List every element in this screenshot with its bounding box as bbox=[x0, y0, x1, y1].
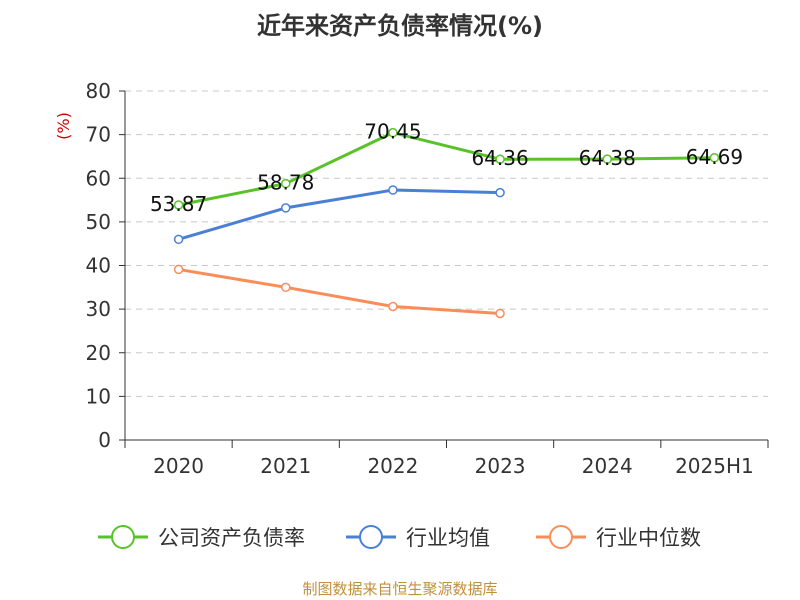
chart-title: 近年来资产负债率情况(%) bbox=[257, 12, 543, 40]
x-tick-label: 2023 bbox=[475, 454, 526, 478]
data-point bbox=[281, 178, 291, 189]
data-point bbox=[173, 234, 184, 245]
data-label: 53.87 bbox=[150, 192, 207, 216]
legend-label: 行业中位数 bbox=[596, 526, 701, 550]
data-point bbox=[173, 264, 184, 275]
data-point bbox=[602, 154, 612, 164]
data-point bbox=[173, 200, 184, 210]
data-point bbox=[495, 154, 505, 164]
x-tick-label: 2021 bbox=[260, 454, 311, 478]
y-tick-label: 50 bbox=[86, 210, 111, 234]
y-tick-label: 70 bbox=[86, 123, 111, 147]
y-axis-label: (%) bbox=[54, 112, 73, 140]
data-source-note: 制图数据来自恒生聚源数据库 bbox=[302, 580, 498, 598]
legend-label: 行业均值 bbox=[406, 526, 490, 550]
data-point bbox=[495, 187, 505, 198]
data-label: 70.45 bbox=[364, 120, 421, 144]
series-line-1 bbox=[178, 131, 715, 207]
data-point bbox=[281, 203, 291, 213]
x-tick-label: 2025H1 bbox=[675, 454, 754, 478]
data-point bbox=[709, 153, 720, 163]
data-label: 64.36 bbox=[471, 146, 528, 170]
data-point bbox=[388, 185, 398, 195]
y-tick-label: 0 bbox=[98, 428, 111, 452]
data-point bbox=[495, 308, 505, 319]
legend-label: 公司资产负债率 bbox=[158, 526, 305, 550]
data-point bbox=[281, 282, 291, 293]
y-tick-label: 10 bbox=[86, 384, 111, 408]
x-tick-label: 2020 bbox=[153, 454, 204, 478]
y-tick-label: 30 bbox=[86, 297, 111, 321]
x-tick-label: 2022 bbox=[367, 454, 418, 478]
data-label: 64.38 bbox=[579, 146, 636, 170]
y-tick-label: 40 bbox=[86, 254, 111, 278]
x-tick-label: 2024 bbox=[582, 454, 633, 478]
data-point bbox=[388, 127, 398, 138]
data-label: 58.78 bbox=[257, 171, 314, 195]
legend-circle-marker bbox=[111, 525, 135, 549]
legend-circle-marker bbox=[359, 525, 383, 549]
y-tick-label: 60 bbox=[86, 166, 111, 190]
y-tick-label: 80 bbox=[86, 79, 111, 103]
data-label: 64.69 bbox=[686, 145, 743, 169]
y-tick-label: 20 bbox=[86, 341, 111, 365]
series-line-3 bbox=[178, 267, 501, 315]
legend-circle-marker bbox=[549, 525, 573, 549]
series-line-2 bbox=[178, 188, 501, 241]
data-point bbox=[388, 301, 398, 312]
